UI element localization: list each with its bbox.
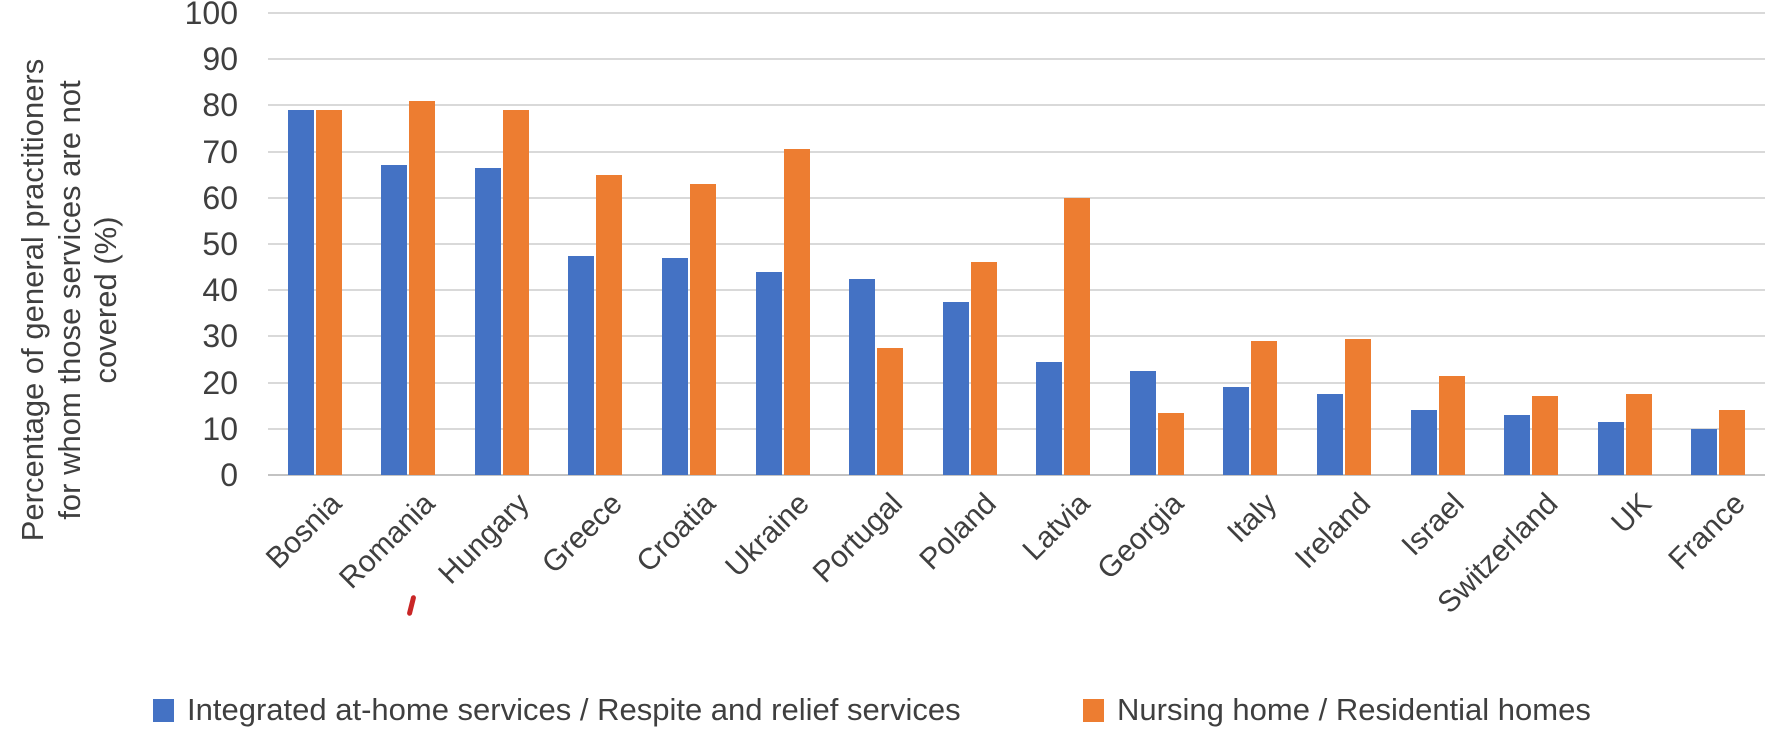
y-tick-label: 30: [202, 318, 238, 355]
x-axis-label: Italy: [1221, 487, 1284, 550]
legend-item-integrated-at-home: Integrated at-home services / Respite an…: [153, 688, 961, 732]
bar-blue-israel: [1410, 410, 1437, 475]
bar-blue-poland: [942, 301, 969, 475]
bar-orange-italy: [1251, 341, 1278, 475]
bar-orange-ukraine: [783, 149, 810, 475]
x-axis-label: Croatia: [630, 487, 723, 579]
y-axis-title-line: for whom those services are not: [51, 80, 87, 520]
bar-blue-france: [1691, 428, 1718, 475]
spellcheck-mark: [406, 594, 417, 617]
x-axis-label: Greece: [535, 487, 629, 580]
bar-blue-hungary: [474, 167, 501, 475]
bar-orange-bosnia: [315, 110, 342, 475]
x-axis-label: Georgia: [1091, 487, 1191, 586]
legend-item-nursing-home: Nursing home / Residential homes: [1083, 688, 1591, 732]
bar-orange-georgia: [1157, 412, 1184, 475]
bar-blue-croatia: [662, 257, 689, 475]
x-axis-label: UK: [1605, 487, 1658, 540]
x-axis-label: France: [1662, 487, 1752, 577]
legend-label: Nursing home / Residential homes: [1117, 692, 1591, 727]
y-tick-label: 80: [202, 87, 238, 124]
y-tick-label: 20: [202, 364, 238, 401]
gridline: [268, 104, 1765, 107]
gridline: [268, 243, 1765, 245]
gridline: [268, 381, 1765, 384]
gridline: [268, 12, 1765, 14]
bar-blue-greece: [568, 255, 595, 475]
x-axis-label: Latvia: [1016, 487, 1097, 567]
legend-swatch-blue: [153, 698, 174, 722]
gridline: [268, 196, 1765, 199]
x-axis-label: Ukraine: [719, 487, 816, 584]
bar-blue-ireland: [1316, 394, 1343, 475]
gridline: [268, 427, 1765, 430]
x-axis-line: [268, 474, 1765, 476]
bar-orange-france: [1719, 410, 1746, 475]
bar-blue-switzerland: [1504, 414, 1531, 475]
x-axis-label: Bosnia: [259, 487, 349, 576]
bar-orange-latvia: [1064, 197, 1091, 475]
y-axis-title: Percentage of general practitioners for …: [15, 59, 125, 542]
gridline: [268, 335, 1765, 338]
bar-blue-bosnia: [287, 110, 314, 475]
bar-blue-romania: [381, 165, 408, 475]
bar-blue-uk: [1597, 421, 1624, 475]
bar-orange-romania: [409, 100, 436, 475]
gridline: [268, 150, 1765, 153]
bar-blue-ukraine: [755, 271, 782, 475]
y-tick-label: 100: [184, 0, 238, 31]
x-axis-label: Israel: [1395, 487, 1471, 563]
bar-orange-uk: [1625, 394, 1652, 475]
y-tick-label: 0: [220, 457, 238, 493]
x-axis-label: Romania: [333, 487, 442, 596]
y-tick-label: 70: [202, 133, 238, 170]
x-axis-label: Portugal: [807, 487, 910, 590]
y-tick-label: 50: [202, 226, 238, 262]
x-axis-label: Poland: [913, 487, 1004, 577]
bar-orange-hungary: [502, 110, 529, 475]
bar-blue-latvia: [1036, 361, 1063, 475]
bar-blue-portugal: [849, 278, 876, 475]
bar-orange-ireland: [1344, 338, 1371, 475]
y-tick-label: 90: [202, 41, 238, 78]
bar-orange-switzerland: [1532, 396, 1559, 475]
bar-blue-italy: [1223, 387, 1250, 475]
gridline: [268, 58, 1765, 61]
bar-blue-georgia: [1129, 371, 1156, 475]
y-tick-label: 60: [202, 179, 238, 216]
y-tick-label: 40: [202, 272, 238, 309]
bar-orange-croatia: [690, 183, 717, 475]
x-axis-label: Ireland: [1289, 487, 1378, 576]
bar-orange-greece: [596, 174, 623, 475]
gridline: [268, 289, 1765, 292]
legend-swatch-orange: [1083, 698, 1104, 722]
plot-area: [268, 12, 1765, 476]
x-axis-label: Hungary: [431, 487, 536, 591]
bar-orange-israel: [1438, 375, 1465, 475]
y-axis-title-line: Percentage of general practitioners: [15, 58, 51, 542]
bar-orange-poland: [970, 262, 997, 475]
bar-orange-portugal: [877, 347, 904, 475]
legend-label: Integrated at-home services / Respite an…: [187, 692, 961, 727]
y-tick-label: 10: [202, 410, 238, 447]
